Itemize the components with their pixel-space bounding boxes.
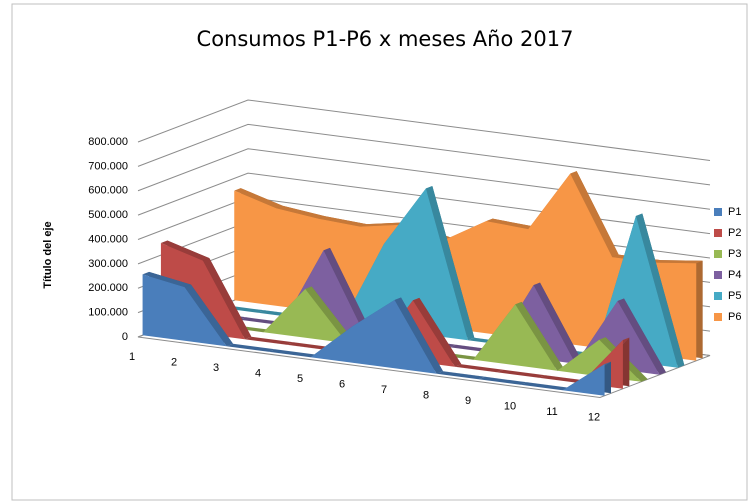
- x-tick-label: 5: [297, 373, 303, 385]
- y-tick-label: 800.000: [88, 136, 128, 148]
- x-tick-label: 2: [171, 356, 177, 368]
- x-tick-label: 9: [465, 395, 471, 407]
- x-tick-label: 11: [546, 406, 557, 418]
- area-top: [234, 188, 283, 209]
- y-axis-title: Título del eje: [42, 221, 54, 288]
- y-tick-label: 0: [122, 331, 128, 343]
- area-top: [486, 218, 535, 230]
- area-top: [276, 205, 325, 219]
- area-top: [617, 298, 666, 375]
- y-tick-label: 600.000: [88, 185, 128, 197]
- y-tick-label: 500.000: [88, 209, 128, 221]
- y-tick-label: 200.000: [88, 282, 128, 294]
- grid-line: [137, 99, 711, 161]
- x-tick-label: 8: [423, 389, 429, 401]
- area-top: [436, 371, 485, 380]
- area-top: [184, 284, 233, 347]
- x-tick-label: 4: [255, 367, 261, 379]
- legend-swatch: [714, 250, 722, 258]
- area-top: [268, 349, 317, 358]
- y-tick-label: 400.000: [88, 233, 128, 245]
- area-top: [394, 297, 443, 374]
- x-tick-label: 12: [588, 411, 600, 423]
- area-top: [323, 247, 372, 337]
- area: [179, 289, 642, 382]
- area-top: [318, 216, 367, 227]
- area-top: [533, 282, 582, 364]
- area-top: [244, 336, 294, 345]
- x-tick-label: 10: [504, 400, 516, 412]
- area-top: [570, 171, 619, 258]
- area-top: [160, 240, 210, 261]
- legend-label: P2: [728, 227, 741, 239]
- area-top: [425, 186, 475, 341]
- x-tick-label: 6: [339, 378, 345, 390]
- area-top: [142, 271, 191, 288]
- area: [142, 274, 605, 396]
- area-top: [478, 376, 527, 385]
- legend-swatch: [714, 208, 722, 216]
- area-top: [360, 222, 409, 227]
- x-tick-label: 1: [129, 351, 135, 363]
- area-top: [305, 286, 354, 344]
- grid-line: [137, 123, 711, 186]
- area-top: [202, 258, 252, 340]
- area-top: [515, 301, 564, 371]
- legend-swatch: [714, 229, 722, 237]
- legend-swatch: [714, 292, 722, 300]
- area-top: [635, 213, 685, 368]
- area-top: [412, 297, 462, 367]
- area-top: [454, 364, 504, 373]
- grid-line: [137, 148, 711, 210]
- area: [215, 188, 678, 368]
- area-top: [538, 375, 588, 384]
- legend-label: P6: [728, 311, 741, 323]
- legend-label: P5: [728, 290, 741, 302]
- x-tick-label: 3: [213, 362, 219, 374]
- legend-label: P1: [728, 206, 741, 218]
- area-top: [520, 382, 569, 391]
- legend-swatch: [714, 313, 722, 321]
- x-tick-label: 7: [381, 384, 387, 396]
- legend-label: P3: [728, 248, 741, 260]
- area-top: [654, 260, 703, 264]
- y-tick-label: 700.000: [88, 160, 128, 172]
- legend-label: P4: [728, 269, 741, 281]
- y-tick-label: 300.000: [88, 258, 128, 270]
- area-top: [226, 343, 275, 352]
- area-top: [496, 369, 546, 378]
- legend-swatch: [714, 271, 722, 279]
- chart-title: Consumos P1-P6 x meses Año 2017: [197, 27, 574, 51]
- y-tick-label: 100.000: [88, 307, 128, 319]
